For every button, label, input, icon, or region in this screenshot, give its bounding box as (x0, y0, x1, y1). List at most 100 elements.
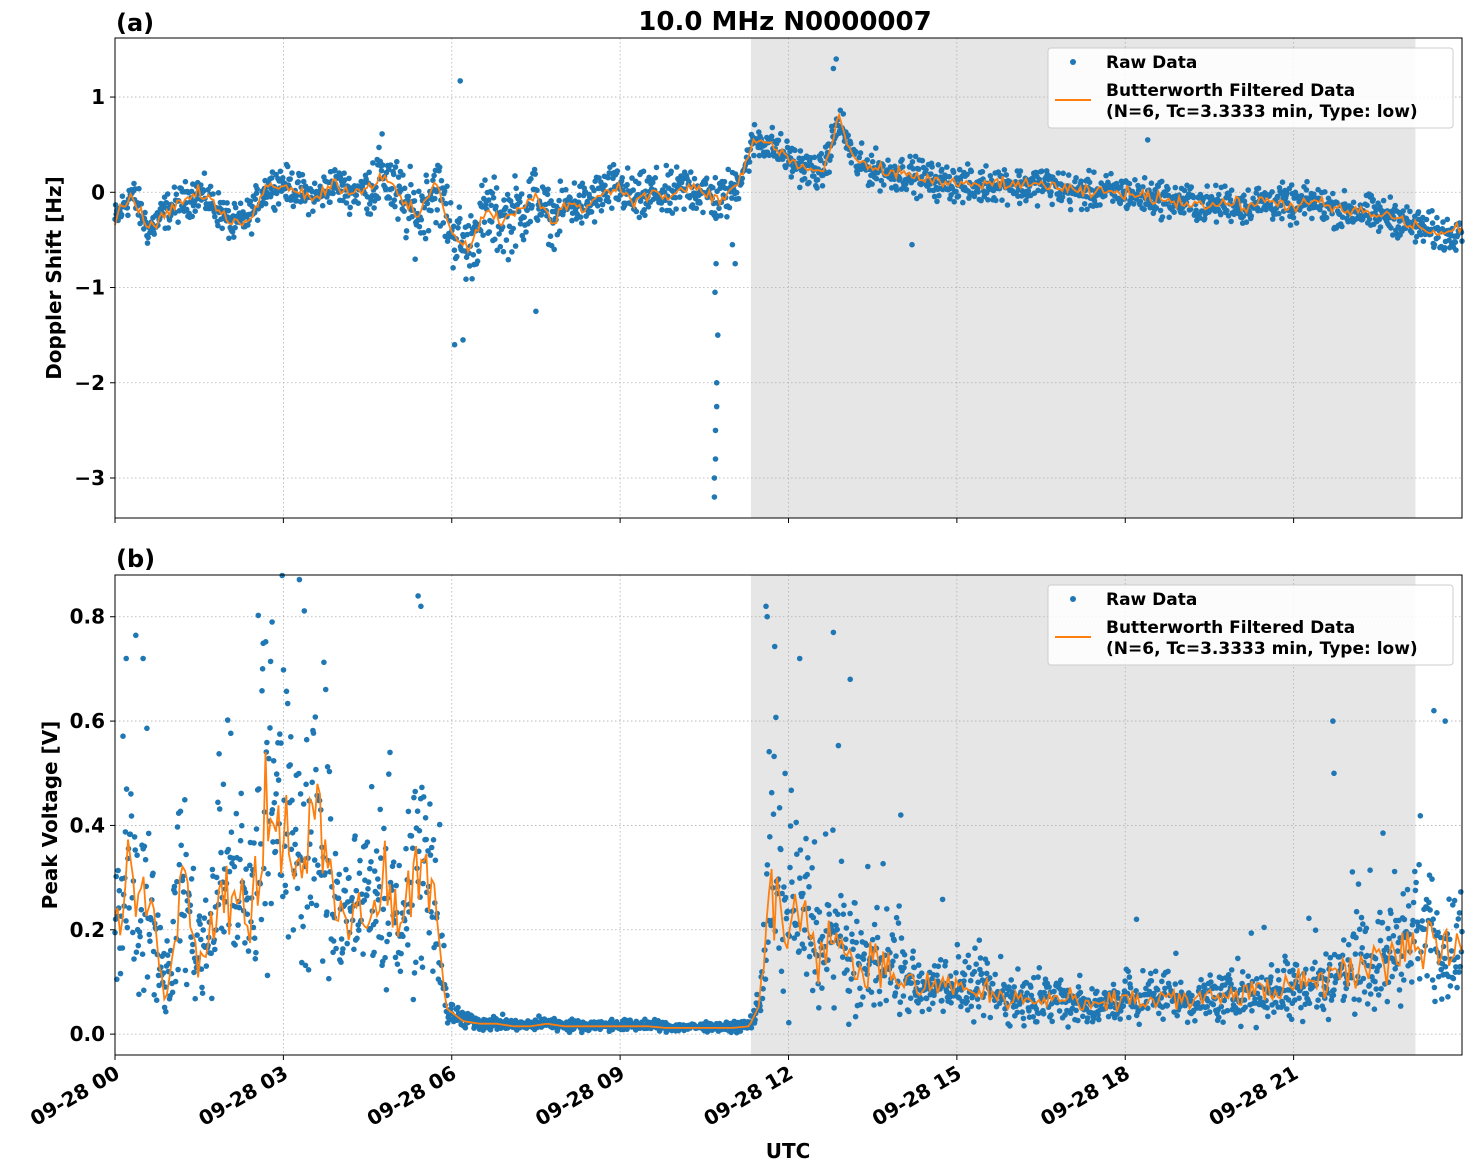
panel-b-raw-point-2032 (1356, 926, 1363, 933)
panel-a-raw-point-382 (346, 175, 352, 182)
panel-b-raw-point-291 (290, 927, 297, 933)
panel-b-raw-point-265 (274, 838, 281, 845)
panel-a-raw-point-1249 (877, 188, 883, 194)
panel-b-raw-point-1066 (765, 939, 771, 945)
panel-a-raw-point-2171 (1442, 245, 1448, 251)
panel-a-raw-point-2141 (1423, 216, 1430, 223)
panel-a-raw-point-611 (486, 229, 493, 235)
panel-b-raw-point-251 (266, 755, 272, 762)
panel-a-raw-point-1478 (1017, 168, 1024, 174)
panel-b-raw-point-1299 (907, 995, 914, 1001)
panel-b-raw-point-1112 (793, 819, 799, 826)
panel-a-raw-point-1286 (899, 164, 906, 170)
panel-b-raw-outlier-6 (796, 655, 803, 662)
panel-b-raw-point-1355 (942, 963, 948, 969)
panel-a-raw-point-1665 (1132, 177, 1138, 183)
panel-b-raw-outlier-9 (1133, 916, 1140, 923)
panel-a-raw-point-470 (400, 172, 406, 178)
panel-b-raw-point-328 (313, 766, 319, 773)
panel-a-raw-outlier-1 (711, 475, 718, 481)
panel-b-raw-point-1079 (773, 714, 779, 721)
panel-a-raw-point-1900 (1276, 210, 1282, 217)
panel-a-raw-point-1729 (1171, 209, 1177, 215)
panel-a-raw-point-421 (370, 160, 376, 166)
panel-a-raw-point-53 (144, 240, 151, 246)
panel-b-ytick-label-4: 0.0 (70, 1022, 105, 1046)
panel-a-raw-point-274 (280, 175, 286, 181)
panel-a-raw-point-1969 (1318, 202, 1324, 209)
panel-b-raw-point-1811 (1221, 997, 1228, 1004)
panel-a-raw-point-615 (488, 219, 495, 225)
panel-b-raw-point-1177 (833, 922, 839, 929)
panel-a-raw-point-743 (567, 195, 573, 201)
panel-a-raw-point-1756 (1187, 206, 1194, 213)
panel-b-raw-point-1303 (910, 948, 916, 954)
panel-b-raw-point-63 (150, 948, 157, 955)
panel-a-raw-outlier-12 (457, 78, 464, 84)
panel-a-raw-point-1805 (1217, 211, 1224, 218)
panel-b-raw-point-1221 (860, 994, 866, 1000)
panel-a-raw-point-1345 (936, 192, 942, 199)
panel-a-raw-point-417 (367, 211, 374, 217)
panel-a-raw-point-64 (151, 231, 157, 237)
panel-a-raw-point-447 (386, 166, 392, 173)
panel-a-raw-point-282 (284, 163, 291, 170)
panel-a-raw-point-1757 (1188, 184, 1195, 190)
panel-a-raw-point-488 (411, 189, 417, 196)
panel-b-y-ticks: 0.8 0.6 0.4 0.2 0.0 (70, 605, 115, 1046)
panel-a-raw-point-39 (136, 185, 142, 192)
panel-b-raw-outlier-15 (140, 655, 146, 662)
panel-b-raw-point-1580 (1080, 1013, 1086, 1020)
panel-a-raw-point-1761 (1190, 194, 1197, 201)
panel-b-raw-point-1465 (1009, 989, 1016, 995)
panel-a-raw-point-538 (441, 188, 448, 194)
panel-b-raw-point-1237 (869, 936, 876, 943)
panel-a-raw-point-378 (343, 200, 350, 206)
panel-b-raw-point-1289 (901, 951, 908, 958)
panel-b-raw-point-227 (251, 840, 257, 846)
panel-a-raw-point-1913 (1284, 190, 1290, 196)
panel-b-raw-point-1936 (1298, 1004, 1304, 1011)
panel-b-raw-point-1939 (1299, 1018, 1306, 1025)
panel-b-raw-point-198 (233, 810, 240, 817)
panel-a-raw-point-2128 (1415, 209, 1422, 215)
panel-a-raw-point-871 (645, 204, 652, 210)
panel-b-raw-point-1186 (838, 858, 845, 865)
panel-b-raw-point-1424 (984, 960, 991, 966)
panel-a-raw-point-1409 (975, 189, 981, 195)
panel-b-raw-point-207 (239, 822, 245, 829)
panel-b-raw-point-322 (309, 779, 316, 786)
panel-a-raw-point-510 (424, 200, 431, 207)
panel-b-raw-point-1162 (824, 966, 830, 973)
panel-a-raw-point-1312 (915, 166, 922, 172)
panel-b-raw-point-56 (146, 931, 153, 938)
panel-b-raw-point-1397 (967, 977, 974, 984)
panel-b-raw-point-414 (365, 879, 372, 885)
panel-b-raw-point-377 (343, 866, 349, 873)
panel-b-raw-point-1864 (1254, 976, 1260, 982)
panel-a-raw-point-627 (496, 231, 502, 237)
panel-b-raw-point-411 (364, 892, 370, 899)
panel-a-raw-point-796 (599, 201, 606, 208)
panel-a-raw-point-1414 (978, 197, 984, 204)
panel-b-raw-point-40 (136, 929, 143, 935)
panel-a-raw-point-1855 (1248, 213, 1255, 219)
panel-b-raw-point-189 (228, 730, 234, 737)
panel-a-raw-point-706 (544, 191, 551, 198)
panel-b-raw-point-2155 (1432, 998, 1438, 1005)
panel-b-raw-point-1489 (1024, 990, 1030, 996)
panel-b-raw-point-1392 (964, 1007, 971, 1013)
panel-b-raw-point-1296 (906, 1008, 912, 1015)
panel-b-raw-point-418 (368, 859, 374, 865)
panel-a-raw-point-168 (215, 222, 221, 229)
panel-b-raw-point-1433 (990, 981, 996, 987)
x-axis-label: UTC (766, 1139, 811, 1163)
panel-b-raw-point-1377 (955, 954, 962, 960)
panel-b-raw-point-1381 (958, 1003, 964, 1010)
panel-a-raw-point-929 (681, 206, 687, 212)
panel-a-raw-point-356 (330, 190, 336, 197)
panel-b-raw-point-497 (416, 827, 423, 834)
panel-a-raw-point-1709 (1159, 178, 1165, 185)
panel-b-raw-point-443 (383, 987, 390, 993)
panel-b-raw-point-1496 (1028, 992, 1035, 999)
